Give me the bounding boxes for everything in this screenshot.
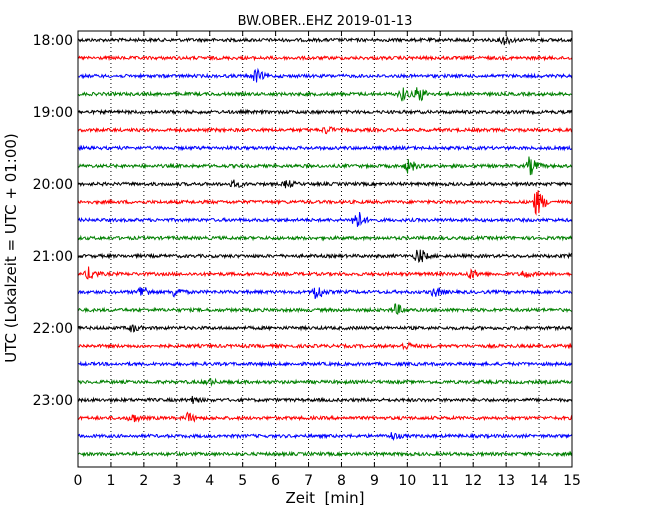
trace-19:15 — [77, 125, 573, 135]
trace-19:30 — [77, 144, 573, 152]
y-tick-label: 19:00 — [33, 105, 73, 121]
x-tick-label: 2 — [139, 473, 148, 489]
trace-22:45 — [77, 377, 573, 387]
trace-23:00 — [77, 395, 573, 405]
trace-23:30 — [77, 432, 573, 442]
x-tick-label: 14 — [530, 473, 548, 489]
x-tick-label: 0 — [74, 473, 83, 489]
y-tick-label: 18:00 — [33, 33, 73, 49]
x-tick-label: 5 — [238, 473, 247, 489]
trace-21:15 — [77, 266, 573, 280]
trace-19:45 — [77, 156, 573, 176]
x-tick-label: 10 — [398, 473, 416, 489]
y-axis-label: UTC (Lokalzeit = UTC + 01:00) — [2, 133, 20, 363]
trace-20:15 — [77, 190, 573, 216]
chart-title: BW.OBER..EHZ 2019-01-13 — [238, 14, 413, 29]
trace-21:30 — [77, 286, 573, 299]
y-tick-label: 21:00 — [33, 249, 73, 265]
y-tick-label: 22:00 — [33, 321, 73, 337]
x-tick-label: 8 — [337, 473, 346, 489]
minute-grid — [110, 31, 540, 467]
trace-18:00 — [77, 35, 573, 46]
trace-18:15 — [77, 54, 573, 62]
trace-18:45 — [77, 87, 573, 102]
trace-23:45 — [77, 450, 573, 458]
x-tick-label: 13 — [497, 473, 515, 489]
trace-20:30 — [77, 211, 573, 227]
trace-21:45 — [78, 303, 573, 315]
x-axis-ticks: 0 1 2 3 4 5 6 7 8 9 10 11 12 13 14 15 — [74, 31, 581, 489]
x-tick-label: 11 — [431, 473, 449, 489]
x-tick-label: 1 — [106, 473, 115, 489]
plot-frame — [77, 30, 573, 468]
trace-20:45 — [77, 234, 573, 242]
x-tick-label: 15 — [563, 473, 581, 489]
y-tick-label: 23:00 — [33, 393, 73, 409]
x-tick-label: 3 — [172, 473, 181, 489]
y-axis-ticks: 18:00 19:00 20:00 21:00 22:00 23:00 — [33, 33, 572, 409]
x-tick-label: 7 — [304, 473, 313, 489]
trace-22:00 — [77, 324, 573, 333]
trace-22:15 — [77, 341, 573, 351]
trace-21:00 — [77, 249, 573, 264]
y-tick-label: 20:00 — [33, 177, 73, 193]
x-tick-label: 12 — [464, 473, 482, 489]
x-axis-label: Zeit [min] — [285, 489, 364, 507]
x-tick-label: 9 — [370, 473, 379, 489]
trace-18:30 — [77, 67, 573, 83]
trace-23:15 — [77, 411, 573, 423]
x-tick-label: 6 — [271, 473, 280, 489]
trace-19:00 — [77, 108, 573, 116]
trace-lines — [77, 35, 573, 458]
trace-22:30 — [77, 360, 573, 368]
trace-20:00 — [77, 179, 573, 189]
x-tick-label: 4 — [205, 473, 214, 489]
